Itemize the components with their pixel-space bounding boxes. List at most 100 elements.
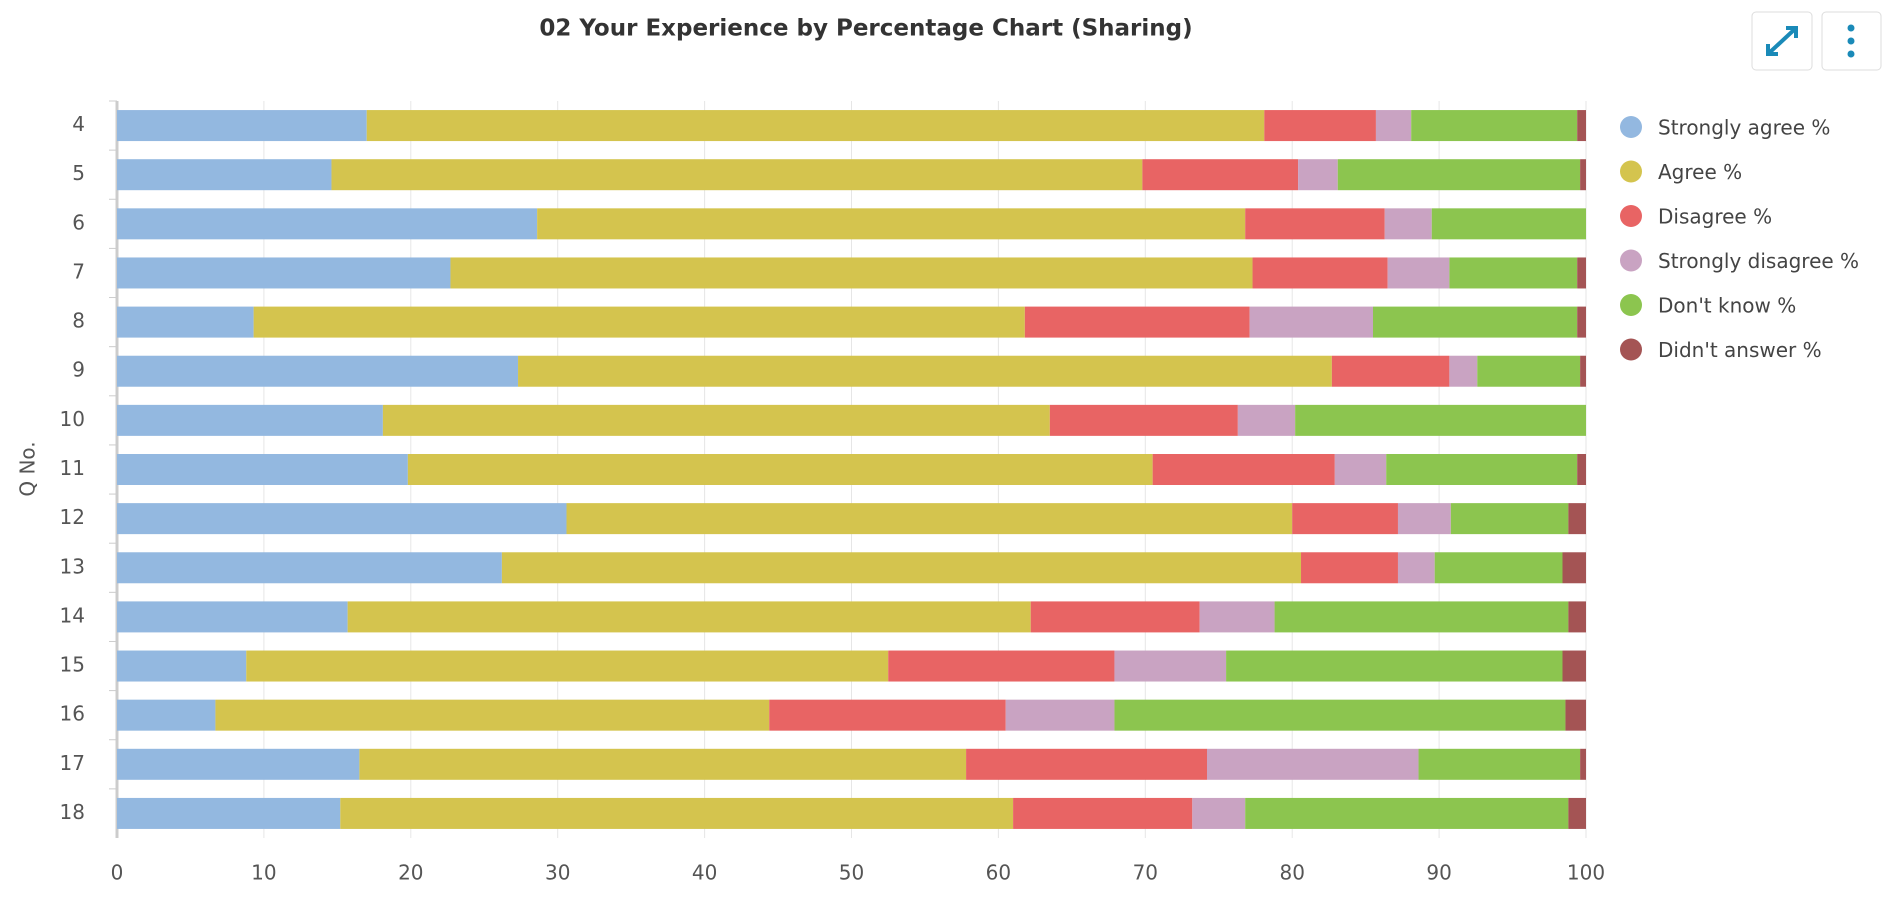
y-tick-label: 18 [60, 800, 85, 824]
y-tick-label: 11 [60, 456, 85, 480]
bar-segment [1562, 552, 1586, 584]
bar-segment [1580, 748, 1586, 780]
bar-segment [1337, 159, 1581, 191]
bar-segment [1049, 404, 1238, 436]
menu-dot [1847, 37, 1855, 45]
bar-segment [1030, 601, 1200, 633]
bar-segment [518, 355, 1332, 387]
bar-segment [1024, 306, 1250, 338]
bar-segment [1292, 503, 1398, 535]
bar-segment [1565, 699, 1586, 731]
bar-segment [331, 159, 1143, 191]
legend-label: Don't know % [1658, 294, 1796, 318]
bar-segment [1387, 257, 1450, 289]
bar-segment [1142, 159, 1299, 191]
legend-label: Disagree % [1658, 205, 1772, 229]
bar-segment [1237, 404, 1296, 436]
bar-segment [1418, 748, 1581, 780]
bar-segment [117, 208, 538, 240]
x-tick-label: 20 [398, 861, 423, 885]
x-tick-label: 70 [1133, 861, 1158, 885]
legend-label: Strongly agree % [1658, 116, 1830, 140]
bar-segment [1249, 306, 1373, 338]
legend-label: Strongly disagree % [1658, 249, 1859, 273]
legend-marker [1620, 294, 1642, 316]
bar-segment [1264, 110, 1376, 142]
x-tick-label: 50 [839, 861, 864, 885]
bar-segment [1372, 306, 1578, 338]
bar-segment [1411, 110, 1578, 142]
bar-segment [1449, 355, 1478, 387]
bar-segment [366, 110, 1265, 142]
bar-segment [1295, 404, 1586, 436]
bar-segment [407, 454, 1153, 485]
y-tick-label: 13 [60, 554, 85, 578]
legend-label: Agree % [1658, 160, 1742, 184]
bar-segment [1206, 748, 1419, 780]
bar-segment [1577, 454, 1586, 485]
bar-segment [537, 208, 1246, 240]
bar-segment [1114, 699, 1566, 731]
bar-segment [117, 650, 247, 682]
x-tick-label: 10 [251, 861, 276, 885]
bar-segment [1580, 159, 1586, 191]
bar-segment [1252, 257, 1388, 289]
bar-segment [246, 650, 889, 682]
bar-segment [1580, 355, 1586, 387]
legend-marker [1620, 249, 1642, 272]
expand-icon [1766, 26, 1798, 56]
bar-segment [769, 699, 1006, 731]
y-tick-label: 10 [60, 407, 85, 431]
bar-segment [1386, 454, 1578, 485]
legend: Strongly agree % Agree % Disagree % Strongl… [1620, 116, 1859, 362]
y-axis-label: Q No. [16, 441, 40, 496]
bar-segment [1334, 454, 1387, 485]
y-tick-label: 15 [60, 653, 85, 677]
expand-button[interactable] [1751, 11, 1813, 71]
bar-segment [1331, 355, 1450, 387]
x-tick-label: 30 [545, 861, 570, 885]
x-tick-label: 90 [1426, 861, 1451, 885]
y-tick-label: 8 [72, 309, 85, 333]
bar-segment [888, 650, 1115, 682]
bar-segment [566, 503, 1293, 535]
menu-dot [1847, 50, 1855, 58]
bar-segment [347, 601, 1031, 633]
bar-segment [1434, 552, 1563, 584]
bar-segment [1568, 601, 1586, 633]
bar-segment [1192, 797, 1246, 829]
bar-segment [966, 748, 1207, 780]
x-tick-label: 60 [986, 861, 1011, 885]
legend-marker [1620, 205, 1642, 227]
y-tick-label: 9 [72, 358, 85, 382]
bar-segment [1152, 454, 1335, 485]
bar-segment [1245, 797, 1569, 829]
bar-segment [450, 257, 1253, 289]
menu-button[interactable] [1821, 11, 1882, 71]
bar-segment [117, 503, 567, 535]
chart-title: 02 Your Experience by Percentage Chart (… [539, 16, 1192, 42]
bar-segment [1226, 650, 1563, 682]
bar-segment [1562, 650, 1586, 682]
y-tick-label: 6 [72, 210, 85, 234]
bar-segment [117, 748, 360, 780]
bar-segment [117, 552, 502, 584]
x-tick-label: 40 [692, 861, 717, 885]
bar-segment [1477, 355, 1581, 387]
bar-segment [1397, 503, 1451, 535]
bar-segment [117, 306, 254, 338]
bar-segment [117, 797, 341, 829]
bar-segment [1114, 650, 1227, 682]
bar-segment [1013, 797, 1193, 829]
bar-segment [1298, 159, 1338, 191]
legend-marker [1620, 338, 1642, 361]
bar-segment [1274, 601, 1569, 633]
bar-segment [117, 355, 519, 387]
bar-segment [215, 699, 770, 731]
bar-segment [359, 748, 967, 780]
bar-segment [1577, 306, 1586, 338]
legend-marker [1620, 116, 1642, 138]
bar-segment [117, 159, 332, 191]
y-tick-label: 16 [60, 702, 85, 726]
